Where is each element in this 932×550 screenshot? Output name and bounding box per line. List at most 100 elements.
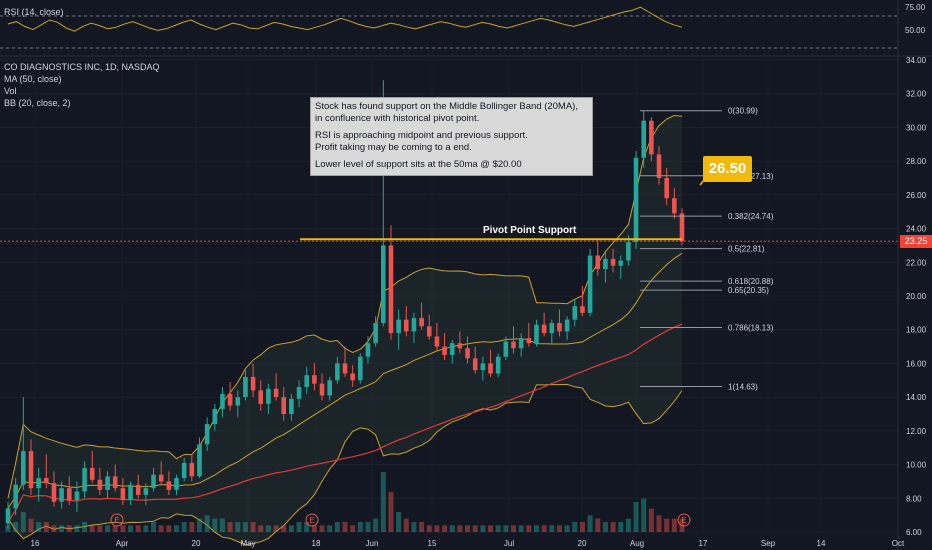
candle-body <box>557 322 562 332</box>
earnings-marker-icon <box>305 513 319 527</box>
y-tick-label: 26.00 <box>906 191 927 200</box>
candle-body <box>457 343 463 349</box>
candle-body <box>358 356 363 381</box>
x-tick-label: 17 <box>699 539 708 548</box>
grid <box>0 59 899 533</box>
pivot-label: Pivot Point Support <box>483 225 577 236</box>
volume-bar <box>533 525 539 532</box>
volume-bar <box>311 525 317 532</box>
candle-body <box>595 255 601 270</box>
volume-bar <box>196 518 202 532</box>
volume-bar <box>579 522 585 532</box>
volume-bar <box>112 525 118 532</box>
y-tick-label: 22.00 <box>906 258 927 267</box>
note-line-2: in confluence with historical pivot poin… <box>315 112 480 124</box>
rsi-legend: RSI (14, close) <box>4 6 64 18</box>
rsi-tick: 75.00 <box>905 3 926 12</box>
candle-body <box>5 508 11 524</box>
y-tick-label: 10.00 <box>906 461 927 470</box>
volume-bar <box>174 525 179 532</box>
candle-body <box>419 317 424 327</box>
candle-body <box>281 397 287 414</box>
candle-body <box>472 358 478 371</box>
candle-body <box>174 478 179 490</box>
volume-bar <box>265 525 271 532</box>
candle-body <box>296 387 302 399</box>
bb-lower <box>7 383 683 546</box>
candle-body <box>312 375 317 384</box>
candle-body <box>189 462 195 477</box>
candle-body <box>664 178 669 199</box>
fib-label: 0(30.99) <box>728 107 758 116</box>
candle-body <box>13 484 18 509</box>
y-tick-label: 30.00 <box>906 123 927 132</box>
fib-label: 0.382(24.74) <box>728 212 774 221</box>
rsi-pane <box>0 6 932 57</box>
volume-bar <box>97 525 103 532</box>
candle-body <box>350 373 355 381</box>
volume-bar <box>204 515 210 532</box>
volume-bar <box>66 525 72 532</box>
candle-body <box>128 484 133 500</box>
candle-body <box>158 474 164 482</box>
volume-bar <box>396 512 402 532</box>
candle-body <box>488 363 493 374</box>
candle-body <box>534 324 539 344</box>
volume-bar <box>296 522 302 532</box>
y-tick-label: 32.00 <box>906 90 927 99</box>
analysis-note[interactable]: Stock has found support on the Middle Bo… <box>310 97 593 176</box>
volume-bar <box>541 525 547 532</box>
candle-body <box>227 393 233 406</box>
candle-body <box>603 258 608 270</box>
y-tick-label: 20.00 <box>906 292 927 301</box>
x-tick-label: May <box>240 539 255 548</box>
candle-body <box>526 338 532 344</box>
candle-body <box>82 467 87 492</box>
y-tick-label: 12.00 <box>906 427 927 436</box>
volume-bar <box>549 525 555 532</box>
volume-bar <box>572 522 578 532</box>
candle-body <box>672 198 677 214</box>
x-tick-label: Jun <box>366 539 379 548</box>
fib-label: 0.65(20.35) <box>728 286 769 295</box>
volume-bar <box>610 522 616 532</box>
candle-body <box>373 322 378 344</box>
candle-body <box>250 376 256 391</box>
volume-bars <box>5 472 685 532</box>
candle-body <box>197 444 202 477</box>
candle-body <box>541 324 547 334</box>
volume-bar <box>189 522 195 532</box>
candle-body <box>319 383 325 396</box>
volume-bar <box>181 522 187 532</box>
candle-body <box>426 326 432 337</box>
candle-body <box>220 393 225 409</box>
y-tick-label: 6.00 <box>906 528 922 537</box>
candle-body <box>649 120 654 155</box>
note-line-5: Lower level of support sits at the 50ma … <box>315 159 522 170</box>
volume-bar <box>281 525 287 532</box>
candle-body <box>28 451 34 489</box>
candle-body <box>580 306 585 313</box>
volume-bar <box>327 525 333 532</box>
x-tick-label: 18 <box>312 539 321 548</box>
volume-bar <box>43 522 49 532</box>
candle-body <box>258 390 264 404</box>
x-tick-label: Sep <box>761 539 776 548</box>
main-legend: CO DIAGNOSTICS INC, 1D, NASDAQ MA (50, c… <box>4 61 160 109</box>
earnings-marker-icon <box>677 513 691 527</box>
x-tick-label: 20 <box>578 539 587 548</box>
candle-body <box>135 484 141 495</box>
candle-body <box>327 380 332 396</box>
ma-legend: MA (50, close) <box>4 74 62 84</box>
rsi-tick: 50.00 <box>905 26 926 35</box>
candle-body <box>105 476 110 490</box>
volume-bar <box>648 508 654 532</box>
candle-body <box>564 319 570 332</box>
price-callout[interactable]: 26.50 <box>703 156 752 182</box>
candle-body <box>495 356 501 374</box>
candle-body <box>335 363 340 381</box>
candle-body <box>403 319 409 332</box>
volume-bar <box>495 525 501 532</box>
y-tick-label: 28.00 <box>906 157 927 166</box>
